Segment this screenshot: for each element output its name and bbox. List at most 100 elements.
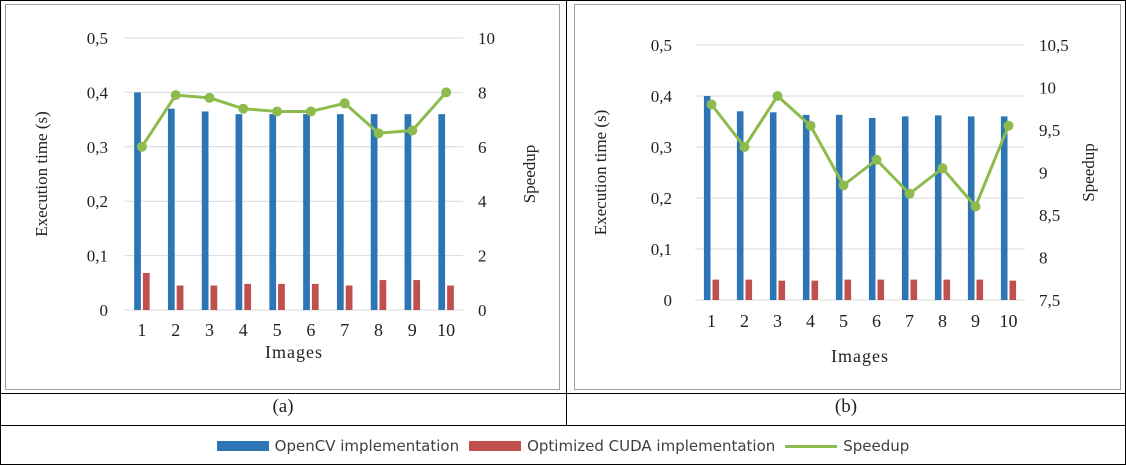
panel-a-xaxis-title: Images <box>265 342 323 362</box>
legend-item-speedup: Speedup <box>785 437 909 455</box>
panel-b-bar-opencv <box>934 115 942 300</box>
panel-b-speedup-point <box>706 99 717 110</box>
panel-a-xtick-label: 3 <box>205 320 214 340</box>
panel-a-speedup-point <box>373 128 384 139</box>
legend-label-cuda: Optimized CUDA implementation <box>527 437 776 455</box>
panel-a-xtick-label: 6 <box>306 320 315 340</box>
panel-b-bar-cuda <box>745 279 753 300</box>
panel-b-bar-opencv <box>868 117 876 301</box>
panel-b-bar-cuda <box>1009 280 1017 300</box>
panel-b-xtick-label: 8 <box>938 311 947 331</box>
panel-a-speedup-point <box>136 141 147 152</box>
panel-a-speedup-point <box>441 87 452 98</box>
panel-a-y2tick-label: 2 <box>478 247 487 266</box>
panel-a-speedup-point <box>339 98 350 109</box>
panel-b-speedup-point <box>871 154 882 165</box>
panel-b-y2tick-label: 7,5 <box>1039 291 1060 310</box>
panel-a-bar-cuda <box>413 280 421 310</box>
panel-a-xtick-label: 7 <box>340 320 349 340</box>
panel-b-xtick-label: 1 <box>707 311 716 331</box>
panel-b-speedup-point <box>772 91 783 101</box>
legend: OpenCV implementation Optimized CUDA imp… <box>0 428 1126 464</box>
panel-a-bar-opencv <box>201 111 209 310</box>
panel-b-xtick-label: 6 <box>872 311 881 331</box>
panel-b-y2tick-label: 8 <box>1039 249 1048 268</box>
panel-b-xtick-label: 2 <box>740 311 749 331</box>
panel-a-xtick-label: 9 <box>408 320 417 340</box>
legend-swatch-cuda <box>469 441 522 451</box>
panel-b-ytick-label: 0 <box>664 291 673 310</box>
panel-b-bar-opencv <box>835 114 843 301</box>
panel-a-bar-opencv <box>336 114 344 310</box>
caption-a: (a) <box>272 396 294 417</box>
panel-a-speedup-point <box>407 125 418 136</box>
panel-b-y2tick-label: 9 <box>1039 164 1048 183</box>
panel-b-bar-opencv <box>1000 116 1008 301</box>
panel-b-bar-cuda <box>811 280 819 300</box>
panel-b-speedup-point <box>805 120 816 131</box>
panel-b-speedup-point <box>904 188 915 199</box>
panel-b-bar-cuda <box>778 280 786 300</box>
panel-a-bar-cuda <box>447 285 454 310</box>
panel-b-ytick-label: 0,5 <box>651 36 672 55</box>
panel-b-frame <box>574 4 1121 390</box>
panel-b-ytick-label: 0,3 <box>651 138 672 157</box>
caption-b: (b) <box>834 396 858 417</box>
panel-b-xtick-label: 9 <box>971 311 980 331</box>
panel-b-bar-opencv <box>736 111 744 300</box>
panel-b-xtick-label: 5 <box>839 311 848 331</box>
panel-a-speedup-point <box>238 103 249 114</box>
panel-b-xtick-label: 7 <box>905 311 914 331</box>
border-center <box>566 0 567 426</box>
panel-b-xtick-label: 4 <box>806 311 815 331</box>
panel-a-xtick-label: 2 <box>171 320 180 340</box>
panel-b-bar-cuda <box>712 279 720 300</box>
panel-a-bar-opencv <box>303 114 310 310</box>
panel-a-ytick-label: 0,1 <box>87 247 108 266</box>
panel-b-bar-cuda <box>844 279 852 300</box>
panel-b-yaxis-title: Execution time (s) <box>591 110 610 236</box>
panel-b-speedup-line <box>710 94 1010 208</box>
panel-a-speedup-point <box>272 106 283 117</box>
panel-a-ytick-label: 0,2 <box>87 192 108 211</box>
panel-b-speedup-point <box>739 142 750 152</box>
panel-a-speedup-point <box>305 106 316 117</box>
panel-a-speedup-line <box>140 91 448 148</box>
panel-b-ytick-label: 0,1 <box>651 240 672 259</box>
panel-a-ytick-label: 0,3 <box>87 138 108 157</box>
panel-b-ytick-label: 0,2 <box>651 189 672 208</box>
panel-b-y2axis-title: Speedup <box>1079 143 1098 202</box>
panel-b-y2tick-label: 8,5 <box>1039 206 1060 225</box>
chart-panel-b: 0 0,1 0,2 0,3 0,4 0,5 7,5 8 8,5 9 9,5 10 10,5 1 2 3 4 5 6 7… <box>591 36 1098 366</box>
panel-a-bar-cuda <box>244 283 252 310</box>
legend-label-speedup: Speedup <box>843 437 910 455</box>
panel-a-ytick-label: 0,4 <box>87 83 109 102</box>
border-mid2 <box>0 425 1126 426</box>
panel-a-y2axis-title: Speedup <box>520 145 539 204</box>
panel-b-bar-cuda <box>976 279 984 300</box>
legend-item-cuda: Optimized CUDA implementation <box>469 437 775 455</box>
panel-a-speedup-point <box>204 92 215 103</box>
legend-item-opencv: OpenCV implementation <box>216 437 459 455</box>
panel-a-y2tick-label: 10 <box>478 29 495 48</box>
panel-a-frame <box>5 4 560 390</box>
panel-b-speedup-point <box>838 180 849 191</box>
legend-swatch-speedup <box>785 444 838 448</box>
panel-a-y2tick-label: 4 <box>478 192 487 211</box>
panel-a-y2tick-label: 8 <box>478 83 487 102</box>
panel-a-speedup-point <box>170 90 181 101</box>
panel-b-y2tick-label: 9,5 <box>1039 121 1060 140</box>
panel-a-bar-opencv <box>438 114 446 310</box>
border-mid1 <box>0 393 1126 394</box>
panel-b-bar-cuda <box>877 279 885 300</box>
panel-a-xtick-label: 10 <box>437 320 455 340</box>
panel-a-bar-opencv <box>134 92 141 311</box>
panel-b-xtick-label: 3 <box>773 311 782 331</box>
panel-b-bar-cuda <box>910 279 918 300</box>
panel-b-bar-opencv <box>901 116 909 301</box>
border-left <box>0 0 1 465</box>
panel-a-bar-opencv <box>167 108 175 310</box>
panel-a-xtick-label: 5 <box>273 320 282 340</box>
panel-a-bar-cuda <box>142 273 150 310</box>
panel-a-bar-cuda <box>379 280 387 310</box>
